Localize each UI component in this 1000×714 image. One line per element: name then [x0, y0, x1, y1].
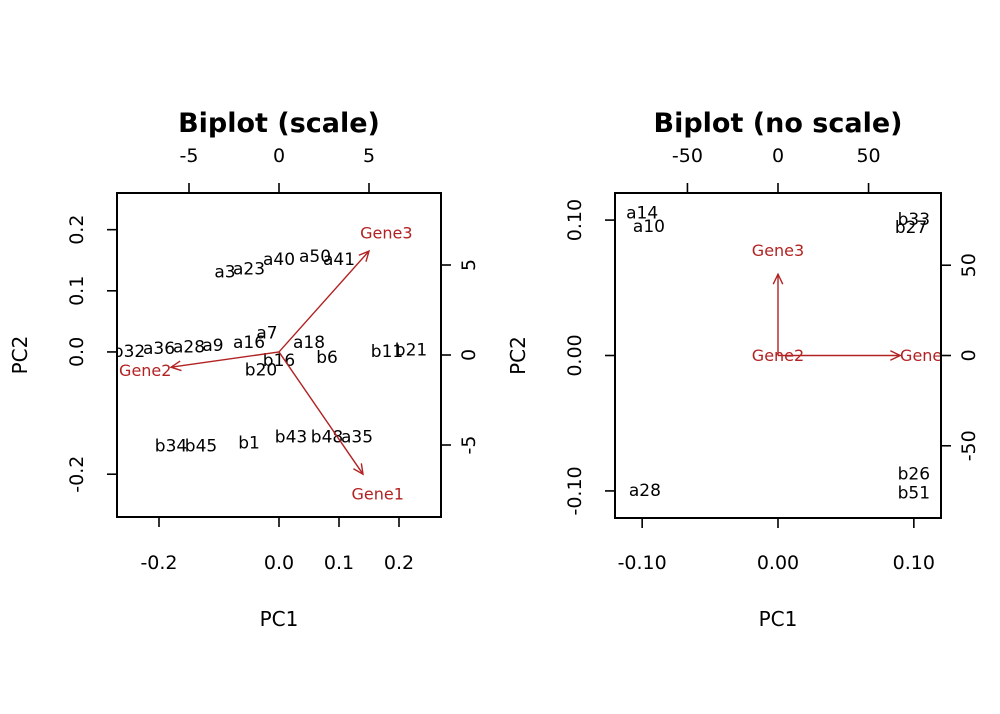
x-tick-label: 0.10 — [893, 552, 935, 574]
arrow-label: Gene1 — [900, 346, 952, 365]
x-axis-label: PC1 — [260, 607, 299, 631]
top-tick-label: 5 — [363, 145, 375, 167]
point-label: b34 — [155, 437, 187, 457]
right-tick-label: 5 — [458, 259, 480, 271]
point-label: a3 — [214, 262, 235, 282]
point-label: b33 — [898, 210, 930, 230]
point-label: a14 — [626, 203, 658, 223]
right-tick-label: -5 — [458, 436, 480, 455]
right-tick-label: 0 — [458, 349, 480, 361]
y-tick-label: -0.10 — [564, 466, 586, 515]
point-label: a16 — [233, 333, 265, 353]
point-label: a23 — [233, 259, 265, 279]
arrow-label: Gene3 — [360, 224, 412, 243]
arrow-label: Gene2 — [119, 361, 171, 380]
biplot-scale-panel: Biplot (scale) PC1 PC2 -0.2 0.0 0.1 0.2 -0.2 0.0… — [8, 108, 480, 631]
y-tick-label: 0.1 — [66, 276, 88, 306]
point-label: b27 — [895, 218, 927, 238]
x-tick-label: 0.00 — [757, 552, 799, 574]
point-label: a50 — [299, 247, 331, 267]
point-label: a18 — [293, 333, 325, 353]
point-label: b16 — [263, 351, 295, 371]
arrow-head — [353, 463, 364, 476]
chart-title: Biplot (scale) — [178, 108, 380, 139]
point-label: a36 — [143, 339, 175, 359]
point-label: b26 — [898, 465, 930, 485]
point-label: a35 — [341, 428, 373, 448]
x-tick-label: 0.2 — [384, 552, 414, 574]
arrow-head — [890, 350, 902, 361]
x-tick-label: -0.2 — [140, 552, 177, 574]
loading-arrow — [170, 351, 280, 368]
point-label: b51 — [898, 484, 930, 504]
point-label: a40 — [263, 250, 295, 270]
point-label: b45 — [185, 437, 217, 457]
y-axis-label: PC2 — [8, 336, 32, 375]
top-tick-label: 50 — [856, 145, 880, 167]
right-tick-label: -50 — [958, 430, 980, 461]
right-tick-label: 50 — [958, 253, 980, 277]
loading-arrow — [278, 250, 370, 353]
biplot-no-scale-panel: Biplot (no scale) PC1 PC2 -0.10 0.00 0.10 -0.1… — [506, 108, 980, 631]
point-label: a28 — [173, 338, 205, 358]
y-tick-label: 0.00 — [564, 334, 586, 376]
point-label: b21 — [395, 341, 427, 361]
point-label: a9 — [202, 336, 223, 356]
point-label: b1 — [238, 434, 260, 454]
point-label: a10 — [633, 217, 665, 237]
top-tick-label: -50 — [672, 145, 703, 167]
y-tick-label: 0.2 — [66, 215, 88, 245]
point-label: a41 — [323, 250, 355, 270]
top-tick-label: 0 — [273, 145, 285, 167]
x-tick-label: 0.0 — [264, 552, 294, 574]
x-tick-label: -0.10 — [618, 552, 667, 574]
point-label: a28 — [629, 481, 661, 501]
arrow-head — [772, 272, 784, 285]
arrow-head — [358, 249, 371, 262]
chart-title: Biplot (no scale) — [654, 108, 903, 139]
point-label: b20 — [245, 360, 277, 380]
loading-arrow — [278, 351, 364, 475]
arrow-label: Gene3 — [752, 241, 804, 260]
y-axis-label: PC2 — [506, 336, 530, 375]
x-axis-label: PC1 — [759, 607, 798, 631]
point-label: b6 — [316, 348, 338, 368]
top-tick-label: -5 — [180, 145, 199, 167]
arrow-label: Gene1 — [352, 484, 404, 503]
right-tick-label: 0 — [958, 349, 980, 361]
x-tick-label: 0.1 — [324, 552, 354, 574]
y-tick-label: -0.2 — [66, 456, 88, 493]
point-label: b32 — [113, 342, 145, 362]
top-tick-label: 0 — [772, 145, 784, 167]
arrow-head — [169, 360, 182, 372]
y-tick-label: 0.0 — [66, 337, 88, 367]
point-label: a7 — [256, 324, 277, 344]
point-label: b43 — [275, 428, 307, 448]
point-label: b11 — [371, 342, 403, 362]
y-tick-label: 0.10 — [564, 199, 586, 241]
